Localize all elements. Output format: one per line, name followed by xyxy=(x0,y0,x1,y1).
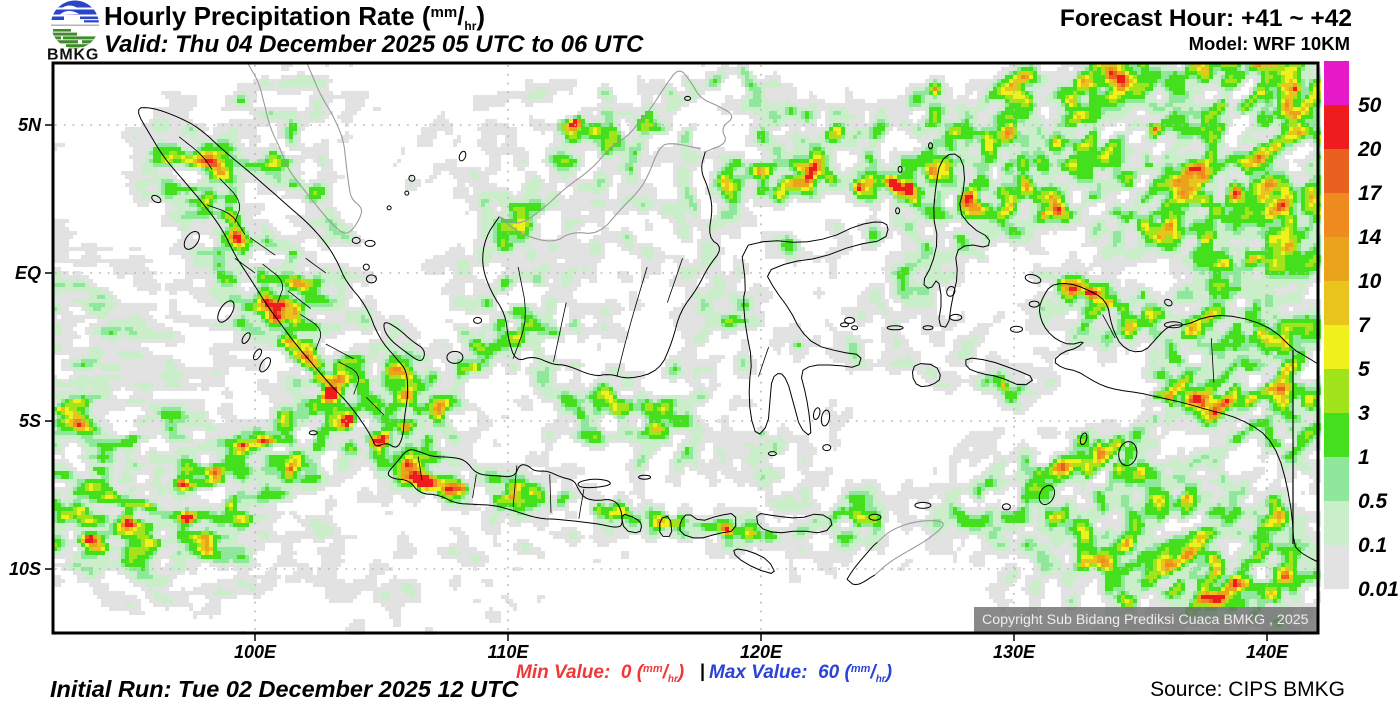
svg-text:5S: 5S xyxy=(19,411,41,431)
svg-text:0.1: 0.1 xyxy=(1358,534,1387,557)
svg-text:0.01: 0.01 xyxy=(1358,578,1399,601)
svg-text:10S: 10S xyxy=(9,559,41,579)
svg-text:Initial Run: Tue 02 December 2: Initial Run: Tue 02 December 2025 12 UTC xyxy=(50,676,519,702)
svg-text:120E: 120E xyxy=(740,642,783,662)
svg-text:130E: 130E xyxy=(993,642,1036,662)
svg-text:10: 10 xyxy=(1358,270,1382,293)
svg-text:Valid: Thu 04 December 2025 05: Valid: Thu 04 December 2025 05 UTC to 06… xyxy=(104,31,644,58)
svg-text:EQ: EQ xyxy=(15,263,41,283)
svg-text:Model: WRF 10KM: Model: WRF 10KM xyxy=(1189,33,1350,54)
svg-text:50: 50 xyxy=(1358,94,1382,117)
svg-text:|: | xyxy=(700,661,705,681)
svg-text:0.5: 0.5 xyxy=(1358,490,1388,513)
svg-text:17: 17 xyxy=(1358,182,1383,205)
svg-text:1: 1 xyxy=(1358,446,1370,469)
svg-text:5N: 5N xyxy=(18,115,42,135)
svg-text:BMKG: BMKG xyxy=(47,47,99,64)
svg-text:Min Value: 0 (mm/hr): Min Value: 0 (mm/hr) xyxy=(516,662,684,685)
svg-text:5: 5 xyxy=(1358,358,1370,381)
svg-text:140E: 140E xyxy=(1246,642,1289,662)
svg-text:7: 7 xyxy=(1358,314,1371,337)
svg-text:14: 14 xyxy=(1358,226,1382,249)
svg-text:Hourly Precipitation Rate (mm/: Hourly Precipitation Rate (mm/hr) xyxy=(104,1,485,33)
svg-text:Forecast Hour: +41 ~ +42: Forecast Hour: +41 ~ +42 xyxy=(1060,5,1352,32)
svg-text:110E: 110E xyxy=(488,642,530,662)
svg-text:3: 3 xyxy=(1358,402,1370,425)
svg-text:20: 20 xyxy=(1357,138,1382,161)
svg-text:Copyright Sub Bidang Prediksi: Copyright Sub Bidang Prediksi Cuaca BMKG… xyxy=(982,612,1309,628)
svg-text:Max Value: 60 (mm/hr): Max Value: 60 (mm/hr) xyxy=(709,662,892,685)
svg-text:Source: CIPS BMKG: Source: CIPS BMKG xyxy=(1150,678,1345,701)
svg-text:100E: 100E xyxy=(234,642,277,662)
